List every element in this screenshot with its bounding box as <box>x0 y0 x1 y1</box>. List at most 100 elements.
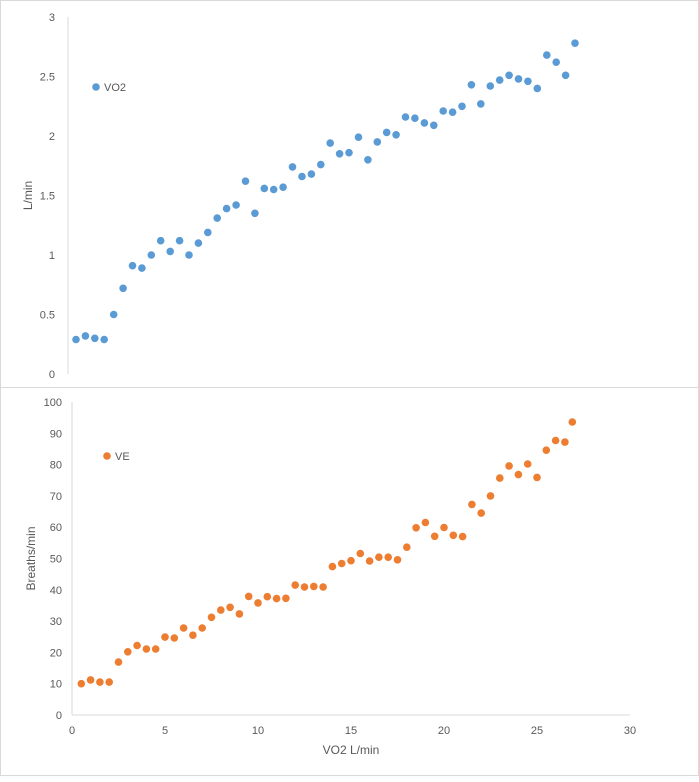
data-point <box>430 532 439 541</box>
legend-label: VO2 <box>104 82 126 94</box>
x-axis-label: VO2 L/min <box>323 743 380 757</box>
data-point <box>505 71 513 80</box>
data-point <box>272 594 281 603</box>
y-tick-label: 2.5 <box>40 72 55 84</box>
ve-scatter-chart: 0 10 20 30 40 50 60 70 80 90 100 0 5 10 15 20 25 30 Breath… <box>24 397 636 757</box>
data-point <box>251 209 259 218</box>
data-point <box>467 81 476 89</box>
data-point <box>109 310 118 319</box>
data-point <box>185 251 193 259</box>
y-tick-label: 10 <box>50 679 62 691</box>
data-point <box>166 247 174 256</box>
data-point <box>524 77 532 86</box>
y-tick-label: 0 <box>49 369 55 381</box>
data-point <box>77 679 86 688</box>
data-point <box>449 531 458 540</box>
y-tick-label: 70 <box>50 491 62 503</box>
data-point <box>356 549 365 558</box>
data-point <box>365 557 374 565</box>
data-point <box>138 264 146 272</box>
data-point <box>347 556 355 565</box>
data-point <box>420 119 429 127</box>
data-point <box>440 523 448 532</box>
data-point <box>533 473 541 482</box>
data-point <box>254 599 262 607</box>
data-point <box>170 634 179 642</box>
data-point <box>81 332 90 340</box>
data-point <box>403 543 411 551</box>
data-point <box>151 645 160 653</box>
data-point <box>133 641 141 650</box>
data-point <box>486 82 495 90</box>
data-point <box>561 438 569 446</box>
x-tick-label: 5 <box>162 725 168 737</box>
data-point <box>486 492 495 500</box>
y-tick-label: 20 <box>50 647 62 659</box>
data-point <box>232 201 240 209</box>
legend-marker <box>92 83 100 91</box>
data-point <box>384 553 393 561</box>
data-point <box>345 148 353 157</box>
y-tick-label: 1.5 <box>40 191 55 203</box>
data-point <box>571 39 579 47</box>
data-point <box>411 114 419 122</box>
x-tick-label: 15 <box>345 725 357 737</box>
y-tick-label: 40 <box>50 585 62 597</box>
data-point <box>282 594 290 603</box>
y-tick-label: 60 <box>50 522 62 534</box>
data-point <box>393 556 402 564</box>
data-point <box>412 524 420 532</box>
data-point <box>514 470 523 479</box>
data-point <box>337 559 346 568</box>
data-point <box>291 581 300 589</box>
y-tick-label: 80 <box>50 460 62 472</box>
data-point <box>179 624 188 632</box>
data-point <box>207 613 216 622</box>
y-tick-label: 90 <box>50 428 62 440</box>
y-tick-label: 50 <box>50 554 62 566</box>
data-point <box>495 76 504 84</box>
data-point <box>298 172 306 181</box>
ve-chart-panel: 0 10 20 30 40 50 60 70 80 90 100 0 5 10 15 20 25 30 Breath… <box>0 387 699 776</box>
data-point <box>91 334 99 343</box>
data-point <box>496 474 504 482</box>
y-tick-label: 0 <box>56 710 62 722</box>
data-point <box>317 160 325 169</box>
data-point <box>235 610 244 618</box>
data-point <box>244 592 253 601</box>
x-tick-label: 20 <box>438 725 450 737</box>
data-point <box>477 509 486 517</box>
data-point <box>533 84 542 93</box>
data-point <box>72 335 80 344</box>
data-point <box>100 335 108 344</box>
data-point <box>514 75 523 83</box>
legend-marker <box>103 452 111 460</box>
data-point <box>269 185 278 194</box>
data-point <box>375 553 383 561</box>
data-point <box>128 261 137 270</box>
data-point <box>288 163 297 171</box>
y-tick-label: 2 <box>49 131 55 143</box>
vo2-scatter-chart: 0 0.5 1 1.5 2 2.5 3 L/min VO2 <box>21 12 579 381</box>
data-point <box>439 107 448 115</box>
data-point <box>194 239 203 247</box>
data-point <box>458 102 466 111</box>
y-axis-label: Breaths/min <box>24 526 38 590</box>
data-point <box>86 676 95 684</box>
data-point <box>260 184 269 193</box>
data-point <box>161 633 169 641</box>
data-point <box>373 138 382 146</box>
data-point <box>328 562 337 571</box>
data-point <box>326 139 335 147</box>
data-point <box>477 100 485 108</box>
legend-label: VE <box>115 451 130 463</box>
y-axis-label: L/min <box>21 181 35 210</box>
data-point <box>124 648 132 656</box>
data-point <box>263 592 272 601</box>
data-point <box>468 500 476 509</box>
data-point <box>543 51 551 59</box>
data-point <box>310 582 318 591</box>
x-tick-label: 10 <box>252 725 264 737</box>
data-point <box>523 460 532 468</box>
